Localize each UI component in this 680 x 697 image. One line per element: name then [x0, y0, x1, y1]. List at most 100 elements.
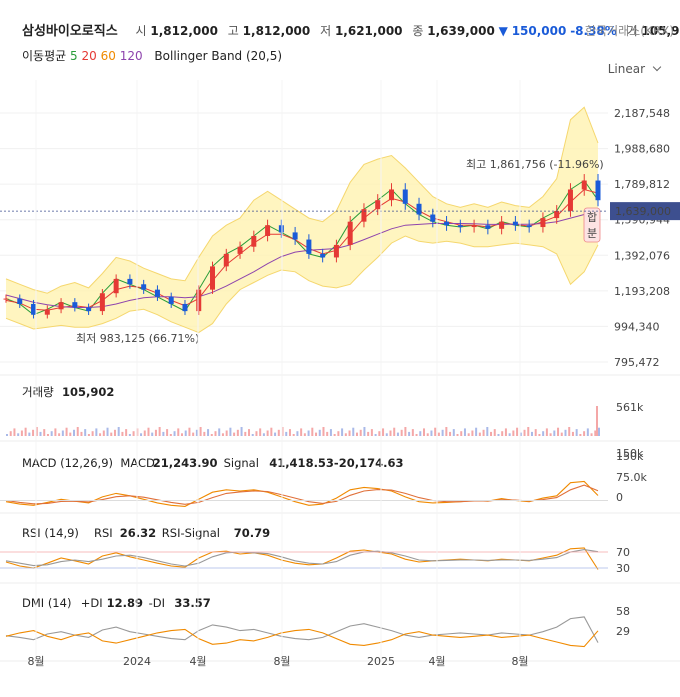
volume-bar [188, 427, 191, 436]
volume-bar [214, 431, 217, 436]
exchange-name: 한국거래소(KRX) [585, 24, 674, 38]
volume-bar [396, 432, 399, 436]
candle-body [86, 307, 92, 312]
volume-bar [50, 431, 53, 436]
macd-axis-label: 0 [616, 491, 623, 504]
volume-bar [143, 430, 146, 436]
indicator-line-macd [5, 480, 599, 507]
volume-bar [337, 431, 340, 436]
volume-bar [292, 434, 295, 436]
volume-bar [154, 429, 157, 436]
volume-bar [76, 427, 79, 436]
candle-body [402, 189, 408, 204]
volume-bar [571, 431, 574, 436]
candle-body [292, 232, 298, 240]
volume-bar [598, 427, 600, 436]
volume-bar [564, 429, 567, 436]
candle-body [457, 225, 463, 228]
volume-bar [382, 428, 385, 436]
volume-bar [523, 429, 526, 436]
volume-bar [415, 434, 418, 436]
x-axis-label: 8월 [511, 655, 528, 668]
volume-bar [240, 427, 243, 436]
candle-body [3, 298, 9, 300]
panel-bg-3 [0, 514, 608, 582]
candle-body [485, 225, 491, 229]
price-axis-label: 994,340 [614, 320, 660, 333]
volume-bar [95, 428, 98, 436]
indicator-legend: 이동평균 5 20 60 120 Bollinger Band (20,5) [22, 47, 282, 64]
rsi-value: 26.32 [120, 526, 156, 540]
macd-axis-label: 150k [616, 447, 644, 460]
volume-bar [80, 431, 83, 436]
volume-bar [374, 434, 377, 436]
candle-body [554, 210, 560, 219]
price-axis-label: 2,187,548 [614, 107, 670, 120]
volume-bar [233, 432, 236, 436]
volume-bar [534, 429, 537, 436]
change-percent: -8.38% [570, 24, 617, 38]
chart-canvas[interactable]: 2,187,5481,988,6801,789,8121,590,9441,39… [0, 80, 680, 697]
candle-body [223, 253, 229, 267]
volume-bar [140, 433, 143, 436]
candle-body [265, 225, 271, 236]
ma60-legend: 60 [100, 49, 116, 63]
volume-bar [218, 428, 221, 436]
volume-bar [184, 430, 187, 436]
candle-body [595, 180, 601, 201]
volume-bar [545, 428, 548, 436]
x-axis-label: 8월 [27, 655, 44, 668]
volume-bar [512, 430, 515, 436]
volume-bar [583, 431, 586, 436]
scale-mode-dropdown[interactable]: Linear [608, 62, 660, 76]
open-value: 1,812,000 [150, 24, 218, 38]
volume-bar [329, 429, 332, 436]
panel-bg-4 [0, 584, 608, 660]
volume-bar [244, 431, 247, 436]
bollinger-legend[interactable]: Bollinger Band (20,5) [154, 49, 283, 63]
stock-name[interactable]: 삼성바이오로직스 [22, 24, 118, 39]
event-badge-1: 합 [587, 211, 597, 224]
candle-body [251, 235, 257, 247]
candle-body [388, 189, 394, 201]
price-axis-label: 1,193,208 [614, 285, 670, 298]
macd-title: MACD (12,26,9) [22, 456, 113, 470]
quote-summary: 삼성바이오로직스 시 1,812,000 고 1,812,000 저 1,621… [22, 20, 680, 39]
volume-bar [262, 433, 265, 436]
rsi-signal-label: RSI-Signal [162, 526, 220, 540]
volume-bar [478, 432, 481, 436]
volume-bar [333, 434, 336, 436]
ma-label[interactable]: 이동평균 [22, 49, 67, 63]
volume-bar [445, 427, 448, 436]
volume-bar [270, 427, 273, 436]
volume-bar [91, 431, 94, 436]
volume-bar [404, 427, 407, 436]
volume-bar [318, 429, 321, 436]
volume-bar [58, 433, 61, 436]
price-axis-label: 1,789,812 [614, 178, 670, 191]
volume-bar [370, 429, 373, 436]
candle-body [31, 303, 37, 315]
volume-bar [475, 427, 478, 436]
candle-body [361, 209, 367, 222]
volume-bar [162, 431, 165, 436]
volume-bar [61, 430, 64, 436]
volume-bar [363, 427, 366, 436]
rsi-label: RSI [94, 526, 113, 540]
volume-bar [311, 427, 314, 436]
volume-bar [288, 429, 291, 436]
volume-bar [73, 429, 76, 436]
candle-body [127, 278, 133, 285]
volume-bar [504, 428, 507, 436]
volume-bar [65, 427, 68, 436]
bollinger-upper-line [5, 106, 599, 294]
volume-bar [590, 433, 593, 436]
volume-bar [166, 429, 169, 436]
mdi-value: 33.57 [174, 596, 210, 610]
volume-bar [385, 433, 388, 436]
candle-body [320, 253, 326, 258]
candle-body [375, 200, 381, 210]
chart-header: 삼성바이오로직스 시 1,812,000 고 1,812,000 저 1,621… [0, 0, 680, 80]
volume-bar [121, 431, 124, 436]
change-arrow-icon: ▼ [498, 24, 508, 38]
